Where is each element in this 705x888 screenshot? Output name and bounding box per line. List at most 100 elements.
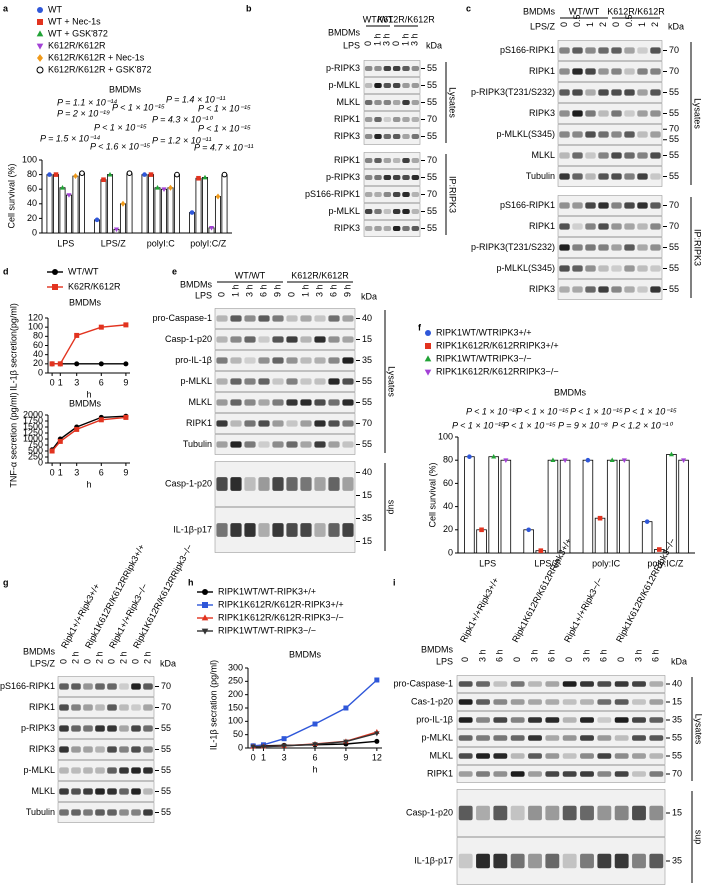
bar	[65, 194, 72, 234]
kda-unit: kDa	[671, 656, 687, 666]
blot-band	[230, 378, 242, 385]
annotation: P < 1 × 10⁻¹⁵	[516, 406, 569, 416]
kda-label: 55	[161, 723, 171, 733]
blot-band	[649, 717, 664, 723]
blot-band	[637, 244, 648, 251]
y-tick-label: 120	[28, 312, 43, 322]
panel-letter: d	[3, 266, 9, 276]
series-line	[52, 324, 126, 365]
blot-band	[216, 336, 228, 343]
blot-band	[458, 717, 473, 723]
blot-band	[59, 767, 69, 774]
panel-letter: b	[246, 3, 252, 13]
blot-band	[143, 767, 153, 774]
blot-band	[286, 315, 298, 322]
point	[37, 7, 43, 13]
lane-label: 0	[559, 22, 569, 27]
y-tick-label: 100	[28, 322, 43, 332]
blot-band	[528, 805, 542, 821]
blot-strip	[557, 279, 663, 300]
legend-label: RIPK1K612R/K612R-RIPK3+/+	[218, 599, 344, 609]
kda-label: 70	[161, 702, 171, 712]
bar	[221, 174, 228, 234]
row-label: p-MLKL	[421, 732, 453, 742]
point	[424, 369, 432, 376]
blot-strip	[456, 693, 666, 711]
blot-band	[545, 753, 560, 759]
x-tick-label: 3	[74, 467, 79, 477]
blot-band	[632, 771, 646, 777]
row-label: pS166-RIPK1	[305, 189, 360, 199]
blot-band	[383, 65, 392, 72]
blot-band	[300, 477, 312, 491]
blot-band	[650, 286, 661, 293]
blot-band	[637, 202, 648, 209]
blot-band	[230, 399, 242, 406]
blot-band	[598, 68, 609, 75]
blot-band	[392, 208, 401, 215]
blot-band	[374, 99, 382, 106]
blot-band	[624, 244, 635, 251]
kda-label: 15	[362, 490, 372, 500]
blot-band	[300, 315, 312, 322]
blot-band	[328, 523, 340, 537]
row-label: Tubulin	[526, 171, 555, 181]
blot-band	[230, 315, 242, 322]
point	[281, 736, 287, 742]
point	[120, 200, 126, 207]
header-label: BMDMs	[328, 27, 360, 37]
y-axis-label: IL-1β secration (pg/ml)	[208, 660, 218, 750]
y-tick-label: 100	[22, 154, 37, 164]
blot-band	[258, 315, 270, 322]
annotation: P = 9 × 10⁻⁸	[558, 420, 608, 430]
blot-band	[374, 157, 382, 164]
blot-band	[59, 809, 69, 816]
row-label: RIPK1	[29, 702, 55, 712]
blot-band	[328, 420, 340, 427]
kda-label: 55	[427, 80, 437, 90]
point	[425, 330, 431, 336]
blot-band	[216, 315, 228, 322]
blot-strip	[363, 152, 421, 169]
blot-band	[624, 68, 635, 75]
row-label: p-RIPK3	[326, 172, 360, 182]
blot-band	[244, 336, 256, 343]
blot-band	[107, 725, 117, 732]
blot-band	[258, 441, 270, 448]
blot-band	[402, 191, 410, 198]
point	[107, 171, 113, 177]
blot-strip	[363, 186, 421, 203]
blot-band	[216, 378, 228, 385]
blot-band	[624, 202, 635, 209]
lane-label: 3 h	[244, 284, 254, 297]
row-label: Tubulin	[26, 807, 55, 817]
blot-band	[95, 788, 105, 795]
group-label: WT/WT	[363, 14, 394, 24]
bar	[464, 456, 475, 554]
blot-band	[598, 244, 609, 251]
blot-band	[476, 753, 490, 759]
point	[47, 172, 52, 177]
bar	[72, 175, 79, 234]
point	[49, 448, 55, 454]
blot-strip	[214, 329, 356, 350]
blot-band	[611, 202, 622, 209]
blot-band	[611, 152, 622, 159]
lane-label: 3 h	[382, 33, 392, 46]
point	[374, 738, 380, 744]
annotation: P = 1.5 × 10⁻¹⁴	[40, 133, 100, 143]
blot-band	[143, 788, 153, 795]
y-tick-label: 20	[33, 358, 43, 368]
blot-band	[59, 725, 69, 732]
y-axis-label: Cell survival (%)	[427, 462, 437, 527]
lane-label: 1 h	[400, 33, 410, 46]
blot-band	[286, 523, 298, 537]
blot-band	[614, 717, 629, 723]
blot-band	[597, 681, 612, 687]
group-label: K612R/K612R	[607, 6, 665, 16]
blot-band	[559, 223, 570, 230]
blot-band	[585, 131, 596, 138]
kda-label: 15	[362, 536, 372, 546]
blot-band	[342, 523, 354, 537]
blot-band	[143, 809, 153, 816]
